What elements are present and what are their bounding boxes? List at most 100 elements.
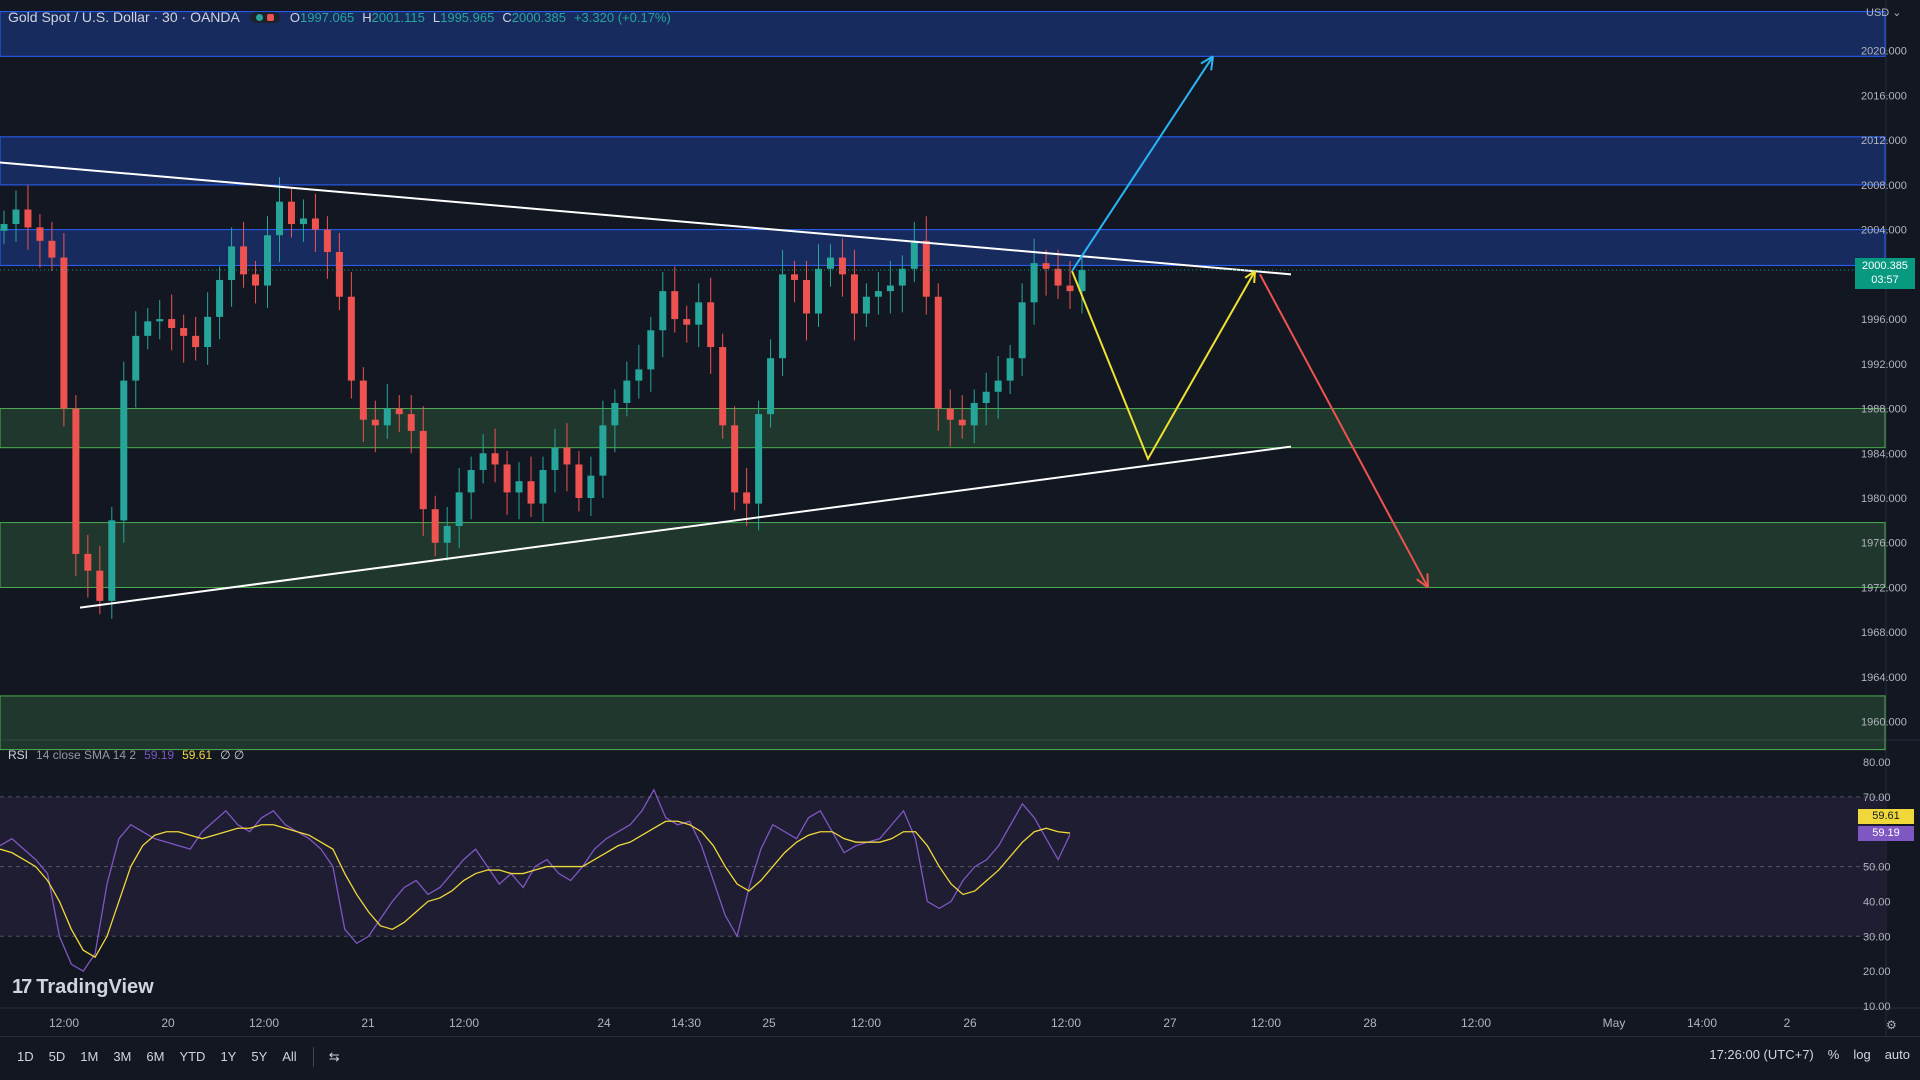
- range-all[interactable]: All: [282, 1049, 297, 1064]
- candle-body: [838, 257, 846, 275]
- candle-body: [311, 218, 319, 230]
- go-to-date-icon[interactable]: ⇆: [328, 1049, 340, 1064]
- time-tick-label: 28: [1363, 1016, 1377, 1030]
- time-tick-label: 27: [1163, 1016, 1177, 1030]
- rsi-tick-label: 20.00: [1863, 966, 1891, 978]
- candles: [0, 177, 1086, 619]
- rsi-tick-label: 10.00: [1863, 1001, 1891, 1013]
- price-tick-label: 1980.000: [1861, 493, 1907, 505]
- candle-body: [515, 481, 523, 493]
- candle-body: [204, 316, 212, 348]
- clock-time[interactable]: 17:26:00 (UTC+7): [1709, 1047, 1814, 1062]
- change-value: +3.320 (+0.17%): [573, 9, 671, 25]
- price-tick-label: 2004.000: [1861, 225, 1907, 237]
- candle-body: [635, 369, 643, 381]
- time-tick-label: 12:00: [249, 1016, 279, 1030]
- rsi-name: RSI: [8, 748, 29, 762]
- range-3m[interactable]: 3M: [113, 1049, 132, 1064]
- candle-body: [791, 274, 799, 280]
- candle-body: [132, 335, 140, 381]
- candle-body: [826, 257, 834, 269]
- price-tick-label: 1972.000: [1861, 582, 1907, 594]
- price-tick-label: 1984.000: [1861, 448, 1907, 460]
- candle-body: [731, 425, 739, 493]
- time-tick-label: 20: [161, 1016, 175, 1030]
- candle-body: [431, 509, 439, 543]
- time-tick-label: 25: [762, 1016, 776, 1030]
- candle-body: [886, 285, 894, 292]
- price-tick-label: 1988.000: [1861, 404, 1907, 416]
- candle-body: [551, 447, 559, 471]
- candle-body: [803, 279, 811, 314]
- candle-body: [1078, 270, 1086, 292]
- auto-toggle[interactable]: auto: [1884, 1047, 1910, 1062]
- candle-body: [994, 380, 1002, 392]
- brand-name: TradingView: [36, 976, 154, 998]
- bull-arrow-head: [1200, 55, 1214, 65]
- open-label: O: [289, 9, 300, 25]
- candle-body: [192, 335, 200, 348]
- candle-body: [443, 525, 451, 543]
- range-5d[interactable]: 5D: [48, 1049, 66, 1064]
- candle-body: [970, 402, 978, 426]
- candle-body: [659, 291, 667, 331]
- price-tick-label: 2020.000: [1861, 46, 1907, 58]
- candle-body: [1018, 302, 1026, 359]
- candle-body: [982, 391, 990, 403]
- candle-body: [180, 328, 188, 336]
- candle-body: [96, 570, 104, 601]
- range-6m[interactable]: 6M: [146, 1049, 165, 1064]
- candle-body: [371, 419, 379, 426]
- price-tick-label: 1996.000: [1861, 314, 1907, 326]
- rsi-tick-label: 70.00: [1863, 792, 1891, 804]
- resistance-zone-0: [0, 11, 1886, 57]
- candle-body: [287, 201, 295, 225]
- rsi-tick-label: 30.00: [1863, 931, 1891, 943]
- time-tick-label: 2: [1784, 1016, 1791, 1030]
- resistance-zone-1: [0, 136, 1886, 186]
- candle-body: [275, 201, 283, 236]
- candle-body: [719, 347, 727, 426]
- candle-body: [910, 240, 918, 269]
- candle-body: [779, 274, 787, 359]
- candle-body: [467, 470, 475, 493]
- price-tick-label: 1960.000: [1861, 717, 1907, 729]
- range-1m[interactable]: 1M: [80, 1049, 99, 1064]
- range-1y[interactable]: 1Y: [220, 1049, 237, 1064]
- candle-body: [611, 402, 619, 426]
- candle-body: [299, 218, 307, 225]
- bear-arrow: [1259, 273, 1429, 588]
- percent-toggle[interactable]: %: [1827, 1047, 1840, 1062]
- time-tick-label: May: [1603, 1016, 1626, 1030]
- time-tick-label: 12:00: [851, 1016, 881, 1030]
- currency-selector[interactable]: USD ⌄: [1866, 6, 1902, 19]
- candle-body: [72, 408, 80, 554]
- tradingview-watermark: 17 TradingView: [12, 976, 154, 999]
- last-price: 2000.385: [1862, 260, 1908, 272]
- market-status[interactable]: [249, 11, 280, 23]
- range-ytd[interactable]: YTD: [179, 1049, 206, 1064]
- candle-body: [898, 268, 906, 286]
- price-tick-label: 1976.000: [1861, 538, 1907, 550]
- symbol-title[interactable]: Gold Spot / U.S. Dollar · 30 · OANDA: [8, 9, 240, 25]
- rsi-legend[interactable]: RSI 14 close SMA 14 2 59.19 59.61 ∅ ∅: [8, 748, 244, 762]
- candle-body: [743, 492, 751, 504]
- candle-body: [767, 358, 775, 415]
- log-toggle[interactable]: log: [1853, 1047, 1871, 1062]
- tradingview-logo-icon: 17: [12, 976, 32, 998]
- range-5y[interactable]: 5Y: [251, 1049, 268, 1064]
- time-tick-label: 21: [361, 1016, 375, 1030]
- candle-body: [264, 235, 272, 286]
- candle-body: [395, 408, 403, 415]
- chevron-down-icon: ⌄: [1892, 7, 1902, 19]
- candle-body: [252, 274, 260, 286]
- range-1d[interactable]: 1D: [17, 1049, 34, 1064]
- rsi-tick-label: 80.00: [1863, 757, 1891, 769]
- candle-body: [1066, 285, 1074, 292]
- price-tick-label: 2012.000: [1861, 135, 1907, 147]
- resistance-zone-2: [0, 229, 1886, 266]
- open-value: 1997.065: [299, 9, 355, 25]
- rsi-value-tag: 59.19: [1858, 826, 1914, 841]
- candle-body: [1042, 263, 1050, 269]
